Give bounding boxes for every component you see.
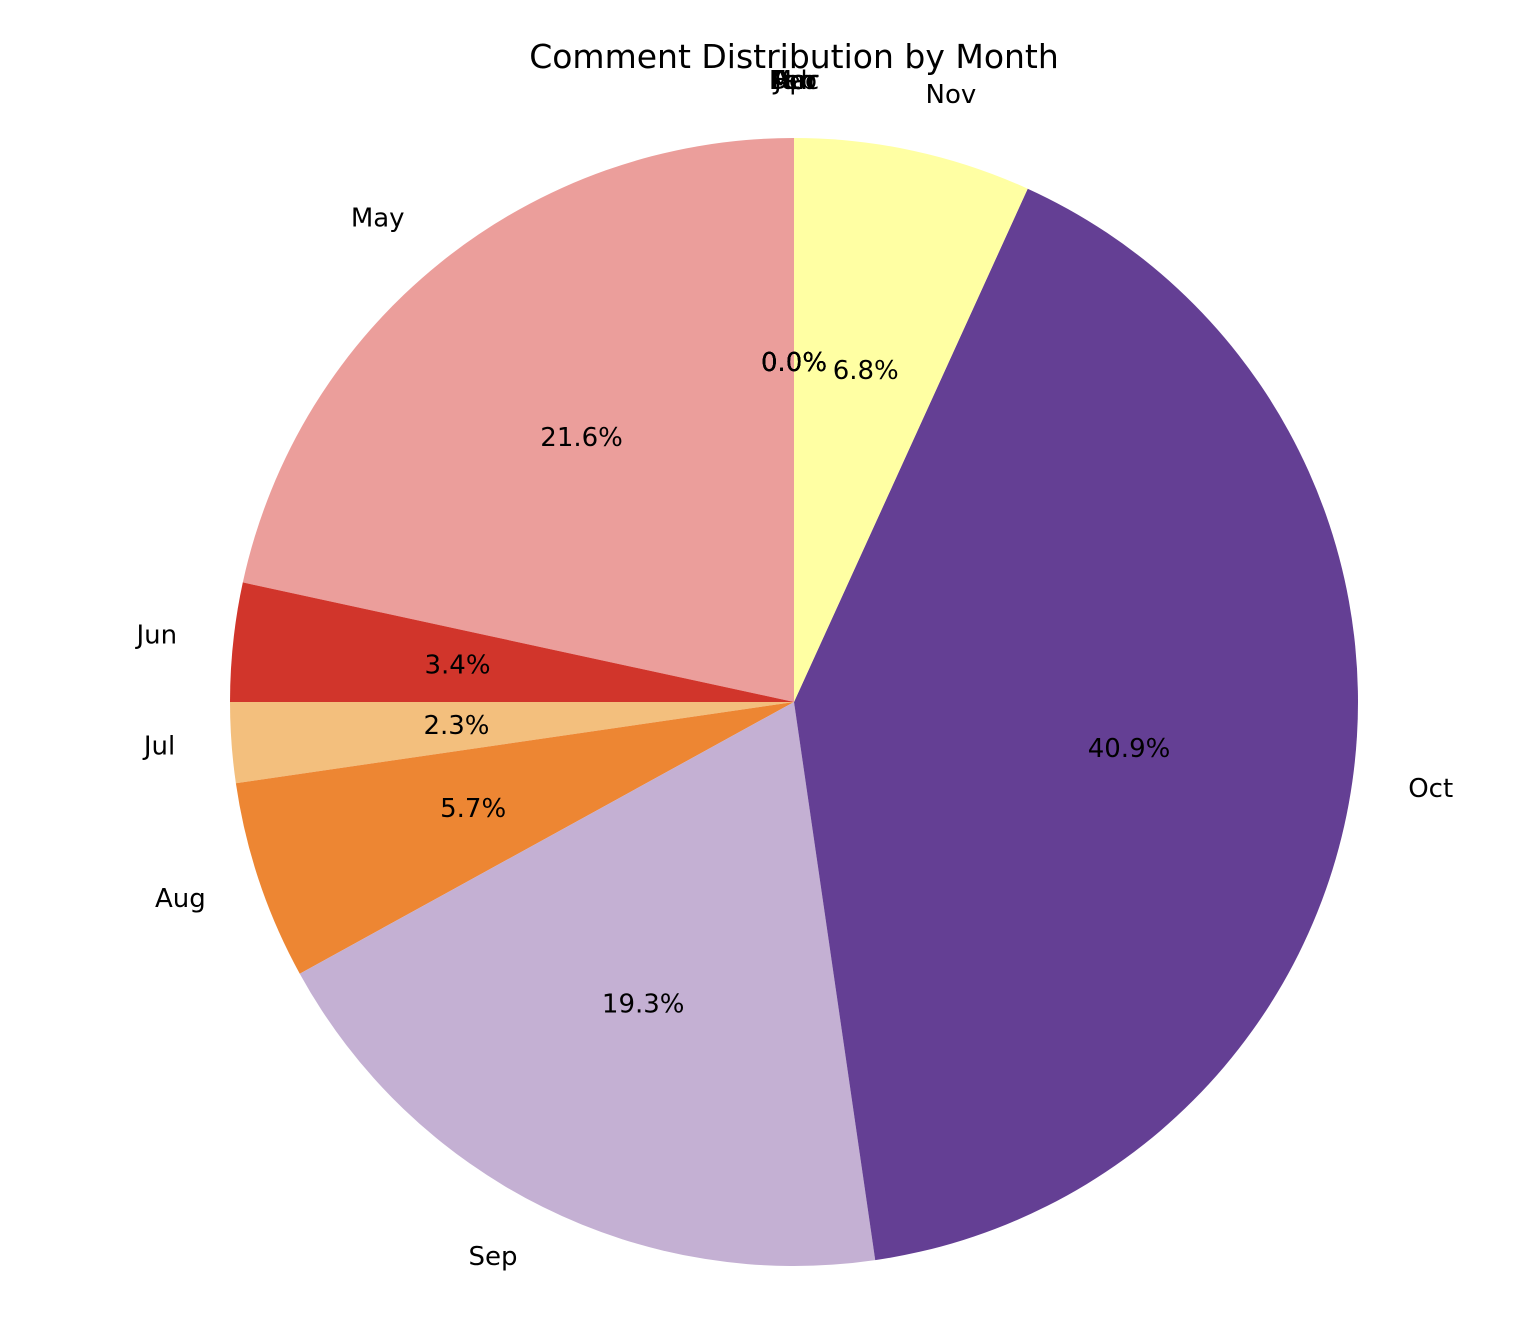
- slice-label-sep: Sep: [469, 1242, 518, 1272]
- pct-label-may: 21.6%: [540, 423, 623, 453]
- slice-label-jun: Jun: [135, 620, 178, 650]
- pct-label-jan: 0.0%: [761, 348, 827, 378]
- pct-label-jul: 2.3%: [423, 711, 489, 741]
- pct-label-feb: 0.0%: [761, 348, 827, 378]
- pct-label-mar: 0.0%: [761, 348, 827, 378]
- slice-oct: [794, 188, 1358, 1261]
- slice-label-apr: Apr: [772, 66, 817, 96]
- pct-label-nov: 6.8%: [833, 356, 899, 386]
- pct-label-apr: 0.0%: [761, 348, 827, 378]
- slice-label-oct: Oct: [1408, 774, 1453, 804]
- pct-label-dec: 0.0%: [761, 348, 827, 378]
- slice-jul: [230, 702, 794, 784]
- pct-label-aug: 5.7%: [440, 794, 506, 824]
- slice-aug: [235, 702, 794, 974]
- slice-label-may: May: [351, 204, 405, 234]
- percentage-labels: 0.0%0.0%0.0%0.0%21.6%3.4%2.3%5.7%19.3%40…: [423, 348, 1170, 1019]
- slice-nov: [794, 138, 1028, 702]
- pie-slices: [230, 138, 1358, 1266]
- slice-label-feb: Feb: [771, 66, 817, 96]
- slice-label-dec: Dec: [769, 66, 819, 96]
- slice-label-mar: Mar: [769, 66, 818, 96]
- slice-label-aug: Aug: [155, 884, 206, 914]
- slice-sep: [299, 702, 876, 1266]
- chart-title: Comment Distribution by Month: [529, 37, 1059, 76]
- slice-may: [242, 138, 794, 702]
- pct-label-oct: 40.9%: [1088, 734, 1171, 764]
- slice-label-jul: Jul: [142, 731, 175, 761]
- pct-label-sep: 19.3%: [602, 989, 685, 1019]
- slice-label-jan: Jan: [772, 66, 814, 96]
- slice-jun: [230, 582, 794, 702]
- slice-label-nov: Nov: [926, 80, 977, 110]
- pct-label-jun: 3.4%: [424, 650, 490, 680]
